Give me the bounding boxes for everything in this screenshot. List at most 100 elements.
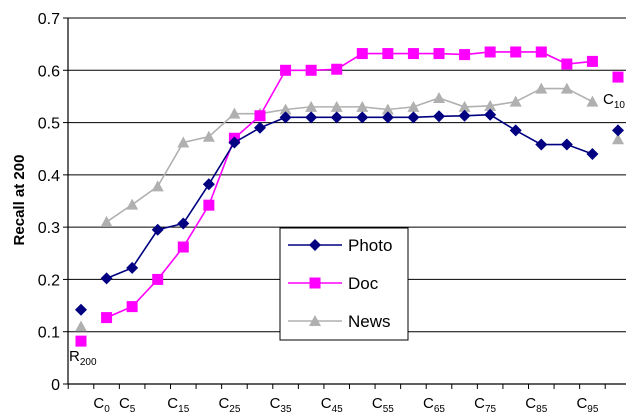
data-point-news [75, 320, 87, 332]
x-axis-ticks: C0 C5 C15 C25 C35 C45 C55 C65 C75 C85 C95 [67, 384, 606, 415]
data-point-photo [177, 217, 190, 230]
y-tick-label: 0.6 [38, 63, 60, 80]
data-point-photo [407, 111, 420, 124]
data-point-photo [126, 261, 139, 274]
y-tick-label: 0.4 [38, 168, 60, 185]
data-point-doc [586, 55, 598, 67]
data-point-news [509, 95, 522, 107]
data-point-doc [433, 48, 445, 60]
data-point-photo [75, 303, 87, 316]
x-tick-label: C55 [372, 395, 394, 415]
data-point-doc [382, 48, 394, 60]
legend-label-news: News [348, 312, 391, 331]
data-point-news [305, 100, 318, 112]
series-doc [75, 46, 624, 347]
data-point-news [100, 215, 113, 227]
x-tick-label: C95 [576, 395, 598, 415]
data-point-news [612, 133, 624, 145]
data-point-photo [509, 124, 522, 137]
legend-label-photo: Photo [348, 236, 392, 255]
data-point-doc [101, 312, 113, 324]
data-point-news [560, 82, 573, 94]
data-point-doc [561, 58, 573, 70]
data-point-doc [280, 64, 292, 76]
data-point-news [586, 95, 599, 107]
x-tick-label: C0 [93, 395, 110, 415]
x-tick-label: C65 [423, 395, 445, 415]
y-tick-label: 0.2 [38, 272, 60, 289]
data-point-news [458, 100, 471, 112]
data-point-doc [177, 241, 189, 253]
y-axis-title: Recall at 200 [11, 155, 28, 246]
data-point-doc [535, 46, 547, 58]
axes [67, 18, 626, 385]
data-point-news [407, 100, 420, 112]
data-point-photo [458, 109, 471, 122]
x-tick-label: C5 [119, 395, 136, 415]
data-point-doc [510, 46, 522, 58]
data-point-doc [305, 64, 317, 76]
annotation-r200: R200 [69, 348, 97, 368]
annotation-c10: C10 [603, 91, 625, 111]
data-point-doc [484, 46, 496, 58]
legend: Photo Doc News [279, 227, 409, 341]
series-line-photo [106, 113, 593, 280]
data-point-doc [126, 301, 138, 313]
data-point-doc [612, 71, 624, 83]
data-point-doc [152, 273, 164, 285]
data-point-photo [228, 136, 241, 149]
data-point-photo [279, 111, 292, 124]
data-point-doc [407, 48, 419, 60]
data-point-news [535, 82, 548, 94]
legend-marker-doc [309, 277, 321, 289]
data-point-news [433, 91, 445, 103]
data-point-doc [331, 63, 343, 75]
data-point-photo [381, 111, 394, 124]
data-point-photo [484, 108, 497, 121]
y-tick-label: 0.1 [38, 325, 60, 342]
data-point-news [356, 100, 369, 112]
data-point-news [151, 180, 164, 192]
data-point-news [177, 136, 190, 148]
data-point-news [484, 99, 497, 111]
data-point-photo [586, 147, 599, 160]
x-tick-label: C15 [167, 395, 189, 415]
data-point-doc [254, 110, 266, 122]
y-axis-ticks: 0 0.1 0.2 0.3 0.4 0.5 0.6 0.7 [38, 11, 68, 394]
data-point-photo [535, 138, 548, 151]
data-point-photo [151, 223, 164, 236]
data-point-doc [203, 199, 215, 211]
x-tick-label: C35 [270, 395, 292, 415]
series-layer [75, 46, 624, 347]
x-tick-label: C25 [218, 395, 240, 415]
series-news [75, 82, 624, 332]
data-point-news [126, 198, 139, 210]
x-tick-label: C45 [321, 395, 343, 415]
data-point-photo [254, 121, 266, 134]
data-point-photo [202, 178, 215, 191]
data-point-photo [560, 138, 573, 151]
series-line-news [106, 87, 593, 223]
data-point-photo [433, 110, 445, 123]
legend-marker-photo [309, 239, 321, 251]
annotations: R200 C10 [69, 91, 625, 368]
data-point-news [381, 103, 394, 115]
data-point-news [330, 100, 343, 112]
data-point-doc [356, 48, 368, 60]
x-tick-label: C75 [474, 395, 496, 415]
data-point-news [202, 130, 215, 142]
data-point-doc [459, 49, 471, 61]
data-point-photo [356, 111, 369, 124]
data-point-photo [330, 111, 343, 124]
y-tick-label: 0.5 [38, 116, 60, 133]
data-point-photo [305, 111, 318, 124]
data-point-doc [75, 335, 87, 347]
y-tick-label: 0.7 [38, 11, 60, 28]
series-photo [75, 108, 624, 316]
data-point-photo [612, 124, 624, 137]
data-point-photo [100, 272, 113, 285]
y-tick-label: 0 [51, 377, 60, 394]
x-tick-label: C85 [525, 395, 547, 415]
data-point-news [279, 103, 292, 115]
